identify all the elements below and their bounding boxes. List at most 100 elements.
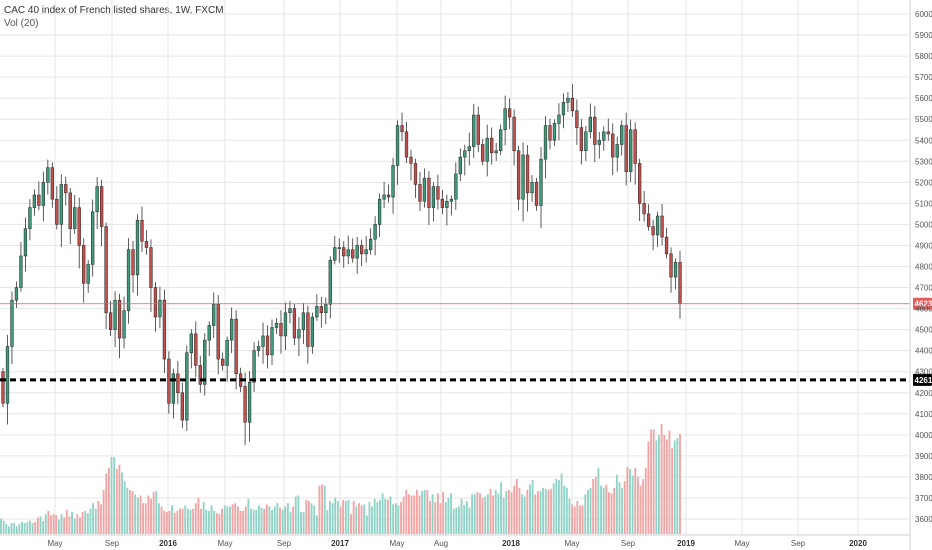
candle-body [611,133,615,158]
volume-bar [576,501,579,534]
price-axis[interactable]: 3600 3700 3800 3900 4000 4100 4200 4300 4400 4500… [909,0,932,550]
volume-bar [676,438,679,534]
volume-bar [621,487,624,534]
candle [270,319,274,365]
candle [629,119,633,182]
candle-body [149,247,153,288]
candle [194,321,198,378]
volume-bar [236,506,239,534]
volume-bar [284,506,287,534]
y-tick-label: 4200 [915,389,932,398]
volume-bar [539,491,542,534]
volume-bar [581,505,584,534]
candle-body [216,304,220,360]
candle-body [328,259,332,305]
volume-bar [71,512,73,534]
y-tick-label: 5500 [915,115,932,124]
volume-bar [639,485,642,534]
candle-body [14,287,19,301]
volume-bar [479,493,481,534]
y-tick-label: 5900 [915,31,932,40]
time-axis[interactable]: May Sep 2016 May Sep 2017 May Aug 2018 May Sep 2019… [0,534,910,548]
candle-body [651,226,655,236]
volume-bar [610,493,613,534]
candle [642,190,646,222]
candle [427,171,431,226]
candle-body [467,146,471,152]
volume-bar [631,475,634,534]
volume-bar [352,501,355,534]
volume-bar [192,508,195,534]
candle-body [552,123,557,141]
volume-bar [573,506,576,534]
volume-bar [505,491,508,534]
candle-body [279,323,283,337]
candle-body [230,318,234,341]
volume-bar [650,429,652,534]
volume-bar [423,490,426,534]
volume-bar [131,491,134,534]
candle-body [113,299,117,330]
x-tick-label: Aug [434,539,448,548]
candle-body [664,236,669,255]
y-tick-label: 5400 [915,136,932,145]
candle [131,241,135,293]
candle-body [337,247,341,249]
candle-body [55,198,59,225]
volume-bar [455,507,458,534]
candle [651,219,655,251]
volume-bar [418,495,421,534]
candle [664,227,669,259]
volume-bar [615,474,618,534]
candle [1,367,5,408]
volume-bar [260,507,263,534]
volume-bar [502,497,505,534]
volume-bar [450,493,452,534]
current-price-badge: 4623 [913,297,932,310]
volume-bar [265,504,268,534]
candle [46,159,50,195]
candle-body [624,125,628,173]
candle-body [409,156,413,164]
volume-bar [318,485,321,534]
candle [395,120,400,185]
candle-body [167,358,171,404]
candle [593,106,597,163]
candle [50,162,54,208]
candle [360,239,364,267]
volume-bar [597,468,600,534]
volume-bar [65,509,68,534]
volume-bar [13,523,16,534]
candle-body [499,129,503,152]
candle [149,239,153,313]
volume-bar [147,495,150,534]
candle [382,181,386,209]
candle-body [351,249,355,259]
candle [490,127,494,165]
volume-bar [586,490,589,534]
candle [108,301,113,336]
volume-bar [7,526,10,534]
candle-body [678,262,682,304]
volume-bar [589,487,592,534]
candle [37,181,41,211]
candle-body [50,167,54,200]
volume-bar [379,499,381,534]
candle-body [440,198,445,208]
volume-bar [394,503,397,534]
volume-bar [402,496,405,534]
candle [458,148,462,182]
candle [485,124,489,177]
volume-bar [468,507,471,534]
candle [494,142,498,161]
volume-bar [339,506,342,534]
volume-bar [431,494,434,534]
volume-bar [171,505,173,534]
candle-body [481,144,485,162]
candle [660,204,664,246]
candle-body [198,365,202,385]
volume-bar [439,503,442,534]
candle-body [37,194,41,206]
y-tick-label: 5000 [915,220,932,229]
